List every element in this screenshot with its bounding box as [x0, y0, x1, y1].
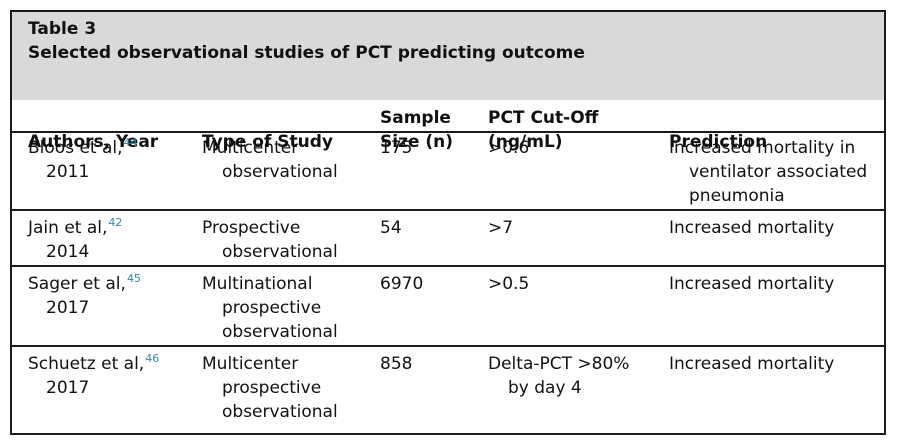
row-divider	[12, 209, 884, 211]
table-row-prediction: Increased mortality in ventilator associ…	[669, 138, 868, 206]
table-row-prediction: Increased mortality	[669, 354, 835, 374]
table-row-type: Multinational prospective observational	[202, 274, 338, 342]
table-row-author: Bloos et al,44 2011	[28, 136, 138, 182]
table-row-cutoff: >0.6	[488, 138, 530, 158]
table-row-author: Jain et al,42 2014	[28, 216, 123, 262]
table-row-sample: 858	[380, 354, 413, 374]
col-header-cutoff: PCT Cut-Off (ng/mL)	[488, 108, 599, 152]
table-row-sample: 54	[380, 218, 402, 238]
table-row-author: Schuetz et al,46 2017	[28, 352, 160, 398]
table-title-band: Table 3 Selected observational studies o…	[12, 12, 884, 100]
col-header-prediction: Prediction	[669, 132, 768, 152]
table-row-prediction: Increased mortality	[669, 274, 835, 294]
table-row-cutoff: >7	[488, 218, 514, 238]
table-row-author: Sager et al,45 2017	[28, 272, 141, 318]
col-header-sample: Sample Size (n)	[380, 108, 454, 152]
table-row-cutoff: >0.5	[488, 274, 530, 294]
table-row-type: Multicenter prospective observational	[202, 354, 338, 422]
table-row-prediction: Increased mortality	[669, 218, 835, 238]
table-row-type: Prospective observational	[202, 218, 338, 262]
table-caption: Selected observational studies of PCT pr…	[28, 43, 585, 63]
header-rule	[12, 131, 884, 133]
col-header-type: Type of Study	[202, 132, 333, 152]
row-divider	[12, 265, 884, 267]
table-frame: Table 3 Selected observational studies o…	[10, 10, 886, 435]
table-row-cutoff: Delta-PCT >80% by day 4	[488, 354, 630, 398]
reference-link[interactable]: 45	[126, 272, 141, 285]
table-label: Table 3	[28, 19, 97, 39]
table-row-sample: 175	[380, 138, 413, 158]
table-row-type: Multicenter observational	[202, 138, 338, 182]
reference-link[interactable]: 44	[123, 136, 138, 149]
col-header-authors: Authors, Year	[28, 132, 159, 152]
row-divider	[12, 345, 884, 347]
reference-link[interactable]: 46	[145, 352, 160, 365]
table-row-sample: 6970	[380, 274, 424, 294]
reference-link[interactable]: 42	[108, 216, 123, 229]
